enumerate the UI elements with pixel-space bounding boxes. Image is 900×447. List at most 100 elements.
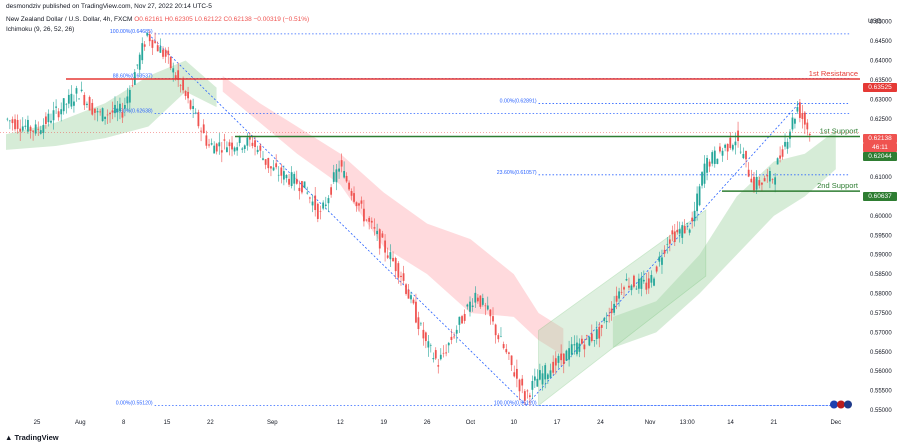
candle-body-265: [686, 223, 689, 224]
candle-body-262: [678, 229, 681, 234]
candle-body-216: [562, 353, 565, 365]
candle-body-87: [228, 142, 231, 147]
time-tick-7: 19: [380, 420, 387, 426]
sr-levels: 1st Resistance 1st Support 2nd Support: [0, 69, 860, 192]
candle-body-57: [151, 39, 154, 48]
candle-body-92: [241, 148, 244, 150]
candle-body-0: [6, 118, 9, 120]
candle-body-230: [598, 326, 601, 339]
fib-left-label-0: 100.00%(0.64685): [110, 29, 153, 35]
price-axis[interactable]: 0.65000 0.64500 0.64000 0.63500 0.63000 0.625…: [870, 20, 892, 414]
candle-body-198: [515, 368, 518, 379]
level-label-1: 1st Support: [820, 126, 859, 135]
candle-body-146: [381, 233, 384, 238]
candle-body-151: [394, 258, 397, 272]
candle-body-174: [453, 336, 455, 338]
candle-body-274: [708, 161, 711, 167]
candle-body-264: [683, 226, 686, 234]
price-tick-16: 0.57000: [870, 330, 892, 336]
candle-body-239: [620, 291, 623, 293]
candle-body-54: [143, 44, 146, 47]
candle-body-284: [734, 141, 737, 146]
candle-body-261: [676, 229, 679, 233]
candle-body-10: [32, 130, 34, 132]
candle-body-104: [272, 167, 275, 171]
candle-body-28: [78, 98, 80, 100]
time-axis[interactable]: 25 Aug 8 15 22 Sep 12 19 26 Oct 10 17 24 Nov 13:00 14 21…: [34, 420, 842, 426]
level-label-0: 1st Resistance: [809, 69, 858, 78]
candle-body-260: [673, 231, 676, 243]
candle-body-282: [729, 137, 732, 149]
candle-body-63: [167, 50, 170, 55]
candle-body-203: [528, 395, 531, 397]
candle-body-313: [808, 134, 811, 136]
candle-body-188: [489, 309, 492, 317]
candle-body-42: [114, 104, 116, 114]
price-tick-10: 0.60000: [870, 214, 892, 220]
candle-body-183: [476, 297, 479, 302]
candle-body-62: [164, 49, 167, 57]
currency-label: USD: [868, 18, 882, 25]
candle-body-225: [585, 335, 588, 336]
candle-body-125: [327, 198, 330, 204]
candle-body-76: [200, 130, 202, 132]
candle-body-238: [618, 291, 620, 299]
candle-body-79: [208, 144, 210, 146]
candle-body-91: [238, 136, 241, 143]
candle-body-223: [581, 338, 583, 344]
candle-body-43: [116, 108, 119, 113]
candle-body-279: [721, 150, 724, 156]
candle-body-32: [88, 97, 91, 111]
candle-body-35: [96, 111, 99, 113]
candle-body-121: [316, 203, 319, 219]
candle-body-278: [719, 146, 721, 152]
candle-body-208: [541, 373, 544, 385]
time-tick-12: 24: [597, 420, 604, 426]
candle-body-84: [220, 150, 223, 153]
candle-body-237: [615, 295, 618, 302]
ohlc-values: O0.62161 H0.62305 L0.62122 C0.62138 −0.0…: [134, 16, 310, 23]
candle-body-200: [521, 378, 524, 386]
candle-body-268: [693, 210, 696, 222]
candle-body-161: [420, 323, 422, 325]
candle-body-11: [34, 124, 37, 134]
candle-body-124: [324, 204, 327, 206]
candle-body-193: [502, 344, 505, 349]
candle-body-103: [270, 166, 272, 169]
indicator-legend[interactable]: Ichimoku (9, 26, 52, 26): [6, 26, 75, 33]
candle-body-295: [763, 178, 766, 182]
candle-body-189: [492, 316, 494, 322]
tradingview-logo[interactable]: ▲ TradingView: [5, 433, 59, 442]
candle-body-201: [523, 391, 526, 401]
candle-body-66: [174, 75, 177, 80]
candle-body-162: [422, 329, 425, 339]
candle-body-106: [277, 174, 280, 176]
candle-body-108: [282, 171, 285, 180]
candle-body-276: [713, 150, 716, 164]
support1-price-badge: 0.62044: [863, 152, 897, 161]
candle-body-115: [301, 181, 303, 193]
candle-body-163: [424, 332, 427, 342]
candle-body-175: [455, 329, 458, 334]
time-tick-8: 26: [424, 420, 431, 426]
author-line: desmondziv published on TradingView.com,…: [6, 3, 212, 10]
currency-flags-icon[interactable]: [829, 400, 853, 409]
candle-body-192: [500, 336, 502, 338]
candle-body-75: [197, 112, 200, 127]
candle-body-300: [776, 158, 779, 165]
kumo-bull-early: [6, 60, 217, 150]
candle-body-150: [392, 257, 394, 262]
candle-body-61: [162, 49, 164, 57]
time-tick-4: 22: [207, 420, 214, 426]
time-tick-2: 8: [122, 420, 126, 426]
candle-body-133: [348, 182, 350, 190]
candle-body-305: [789, 131, 791, 139]
symbol-line: New Zealand Dollar / U.S. Dollar, 4h, FX…: [6, 16, 309, 23]
candle-body-120: [314, 195, 317, 211]
candle-body-213: [554, 358, 557, 366]
candle-body-231: [600, 324, 603, 328]
candle-body-270: [698, 186, 701, 206]
candle-body-170: [442, 352, 445, 354]
candle-body-127: [332, 172, 335, 182]
